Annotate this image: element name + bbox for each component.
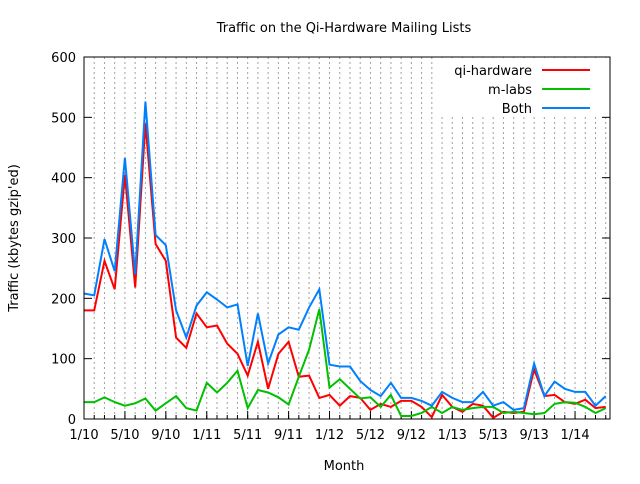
- x-tick-label: 5/11: [233, 428, 262, 443]
- x-axis-label: Month: [324, 459, 365, 474]
- x-tick-label: 1/13: [438, 428, 467, 443]
- x-tick-label: 1/10: [69, 428, 98, 443]
- y-axis-label: Traffic (kbytes gzip'ed): [7, 164, 22, 313]
- axis-ticks: 0 100 200 300 400 500 600 1/10 5/10 9/10 1/11 5/11 9…: [51, 51, 610, 443]
- x-tick-label: 9/10: [151, 428, 180, 443]
- x-tick-label: 9/13: [520, 428, 549, 443]
- x-tick-label: 9/12: [397, 428, 426, 443]
- y-tick-label: 600: [51, 51, 76, 66]
- y-tick-label: 500: [51, 111, 76, 126]
- legend-label: qi-hardware: [454, 64, 532, 79]
- series-line-qi-hardware: [84, 123, 606, 420]
- legend-label: m-labs: [488, 83, 532, 98]
- y-tick-label: 300: [51, 232, 76, 247]
- x-tick-label: 1/11: [192, 428, 221, 443]
- chart-title: Traffic on the Qi-Hardware Mailing Lists: [216, 21, 472, 36]
- legend-background: [440, 58, 609, 116]
- x-tick-label: 5/13: [479, 428, 508, 443]
- y-tick-label: 400: [51, 172, 76, 187]
- legend: qi-hardware m-labs Both: [440, 58, 609, 117]
- x-tick-label: 5/10: [110, 428, 139, 443]
- legend-label: Both: [502, 102, 532, 117]
- x-tick-label: 9/11: [274, 428, 303, 443]
- x-tick-label: 1/12: [315, 428, 344, 443]
- plot-border: [83, 56, 611, 420]
- series-lines: [83, 101, 607, 420]
- series-line-both: [83, 101, 607, 411]
- x-tick-label: 1/14: [560, 428, 589, 443]
- y-tick-label: 100: [51, 353, 76, 368]
- y-tick-label: 200: [51, 292, 76, 307]
- y-tick-label: 0: [68, 413, 76, 428]
- x-tick-label: 5/12: [356, 428, 385, 443]
- series-line-m-labs: [84, 308, 607, 417]
